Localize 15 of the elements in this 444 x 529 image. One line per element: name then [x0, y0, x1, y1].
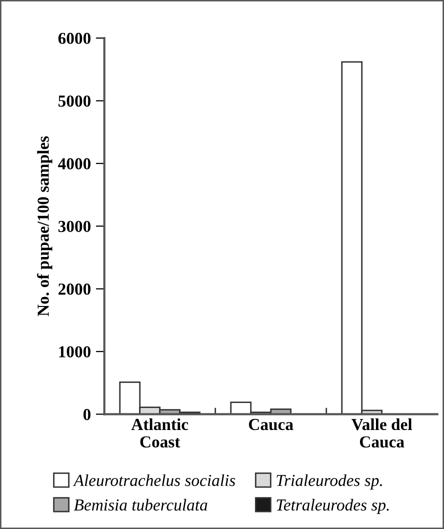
- x-tick-label: Atlantic Coast: [131, 418, 188, 448]
- y-tick-label: 6000: [58, 32, 91, 44]
- y-tick-label: 5000: [58, 95, 91, 107]
- y-tick-label: 0: [83, 408, 91, 420]
- legend-label: Trialeurodes sp.: [276, 474, 382, 490]
- x-tick-label: Cauca: [248, 418, 294, 430]
- legend-label: Tetraleurodes sp.: [276, 498, 389, 514]
- y-tick-label: 4000: [58, 158, 91, 170]
- y-tick-label: 1000: [59, 346, 91, 358]
- legend-label: Bemisia tuberculata: [74, 498, 208, 511]
- y-tick-label: 2000: [58, 284, 91, 295]
- x-tick-label: Valle del Cauca: [352, 418, 412, 448]
- y-tick-label: 3000: [58, 220, 91, 232]
- y-axis-title: No. of pupae/100 samples: [36, 136, 52, 316]
- legend-label: Aleurotrachelus socialis: [72, 474, 236, 486]
